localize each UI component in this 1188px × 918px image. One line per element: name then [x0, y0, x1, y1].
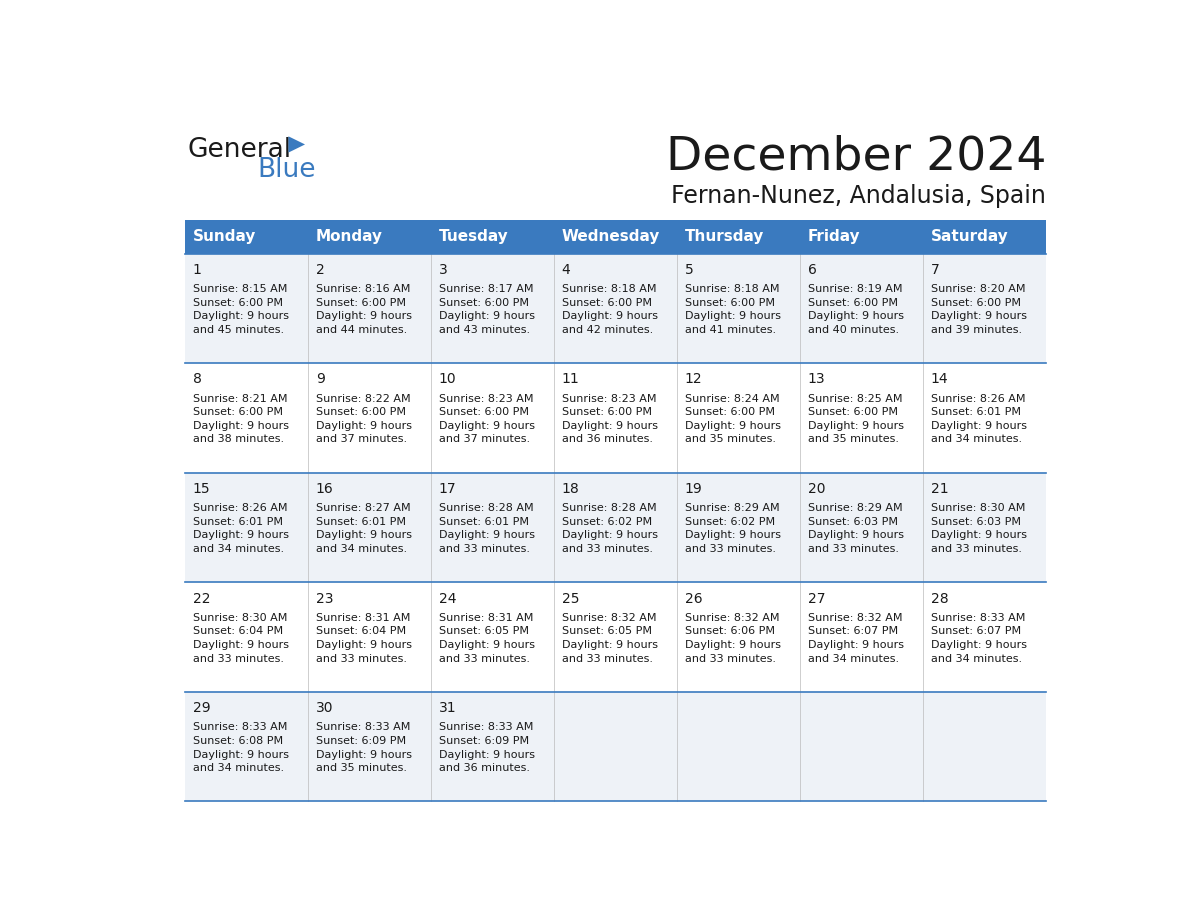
- Text: Sunrise: 8:29 AM
Sunset: 6:03 PM
Daylight: 9 hours
and 33 minutes.: Sunrise: 8:29 AM Sunset: 6:03 PM Dayligh…: [808, 503, 904, 554]
- Text: 3: 3: [438, 263, 448, 277]
- Text: 22: 22: [192, 591, 210, 606]
- Text: 29: 29: [192, 701, 210, 715]
- Text: Sunrise: 8:24 AM
Sunset: 6:00 PM
Daylight: 9 hours
and 35 minutes.: Sunrise: 8:24 AM Sunset: 6:00 PM Dayligh…: [684, 394, 781, 444]
- Text: 27: 27: [808, 591, 826, 606]
- Text: 2: 2: [316, 263, 324, 277]
- Text: Sunrise: 8:19 AM
Sunset: 6:00 PM
Daylight: 9 hours
and 40 minutes.: Sunrise: 8:19 AM Sunset: 6:00 PM Dayligh…: [808, 284, 904, 335]
- Text: Sunrise: 8:31 AM
Sunset: 6:04 PM
Daylight: 9 hours
and 33 minutes.: Sunrise: 8:31 AM Sunset: 6:04 PM Dayligh…: [316, 612, 412, 664]
- Text: General: General: [188, 137, 291, 163]
- Text: 21: 21: [930, 482, 948, 496]
- Text: Thursday: Thursday: [684, 230, 764, 244]
- Text: 1: 1: [192, 263, 202, 277]
- Text: Sunday: Sunday: [192, 230, 257, 244]
- Text: 6: 6: [808, 263, 816, 277]
- Text: 25: 25: [562, 591, 579, 606]
- Text: Sunrise: 8:23 AM
Sunset: 6:00 PM
Daylight: 9 hours
and 37 minutes.: Sunrise: 8:23 AM Sunset: 6:00 PM Dayligh…: [438, 394, 535, 444]
- Text: 16: 16: [316, 482, 334, 496]
- Text: 31: 31: [438, 701, 456, 715]
- Text: Saturday: Saturday: [930, 230, 1009, 244]
- Bar: [185, 364, 1047, 473]
- Text: Sunrise: 8:32 AM
Sunset: 6:05 PM
Daylight: 9 hours
and 33 minutes.: Sunrise: 8:32 AM Sunset: 6:05 PM Dayligh…: [562, 612, 658, 664]
- Text: Sunrise: 8:30 AM
Sunset: 6:03 PM
Daylight: 9 hours
and 33 minutes.: Sunrise: 8:30 AM Sunset: 6:03 PM Dayligh…: [930, 503, 1026, 554]
- Text: 11: 11: [562, 373, 580, 386]
- Text: 4: 4: [562, 263, 570, 277]
- Text: Sunrise: 8:33 AM
Sunset: 6:09 PM
Daylight: 9 hours
and 35 minutes.: Sunrise: 8:33 AM Sunset: 6:09 PM Dayligh…: [316, 722, 412, 773]
- Text: Sunrise: 8:27 AM
Sunset: 6:01 PM
Daylight: 9 hours
and 34 minutes.: Sunrise: 8:27 AM Sunset: 6:01 PM Dayligh…: [316, 503, 412, 554]
- Text: 5: 5: [684, 263, 694, 277]
- Text: 26: 26: [684, 591, 702, 606]
- Text: 12: 12: [684, 373, 702, 386]
- Text: December 2024: December 2024: [665, 135, 1047, 180]
- Polygon shape: [289, 136, 305, 152]
- Text: Sunrise: 8:20 AM
Sunset: 6:00 PM
Daylight: 9 hours
and 39 minutes.: Sunrise: 8:20 AM Sunset: 6:00 PM Dayligh…: [930, 284, 1026, 335]
- Bar: [185, 473, 1047, 582]
- Text: Sunrise: 8:26 AM
Sunset: 6:01 PM
Daylight: 9 hours
and 34 minutes.: Sunrise: 8:26 AM Sunset: 6:01 PM Dayligh…: [192, 503, 289, 554]
- Text: Sunrise: 8:18 AM
Sunset: 6:00 PM
Daylight: 9 hours
and 42 minutes.: Sunrise: 8:18 AM Sunset: 6:00 PM Dayligh…: [562, 284, 658, 335]
- Text: Sunrise: 8:30 AM
Sunset: 6:04 PM
Daylight: 9 hours
and 33 minutes.: Sunrise: 8:30 AM Sunset: 6:04 PM Dayligh…: [192, 612, 289, 664]
- Text: Sunrise: 8:21 AM
Sunset: 6:00 PM
Daylight: 9 hours
and 38 minutes.: Sunrise: 8:21 AM Sunset: 6:00 PM Dayligh…: [192, 394, 289, 444]
- Text: Tuesday: Tuesday: [438, 230, 508, 244]
- Text: 8: 8: [192, 373, 202, 386]
- Text: Wednesday: Wednesday: [562, 230, 661, 244]
- Text: 30: 30: [316, 701, 333, 715]
- Bar: [185, 692, 1047, 801]
- Bar: [185, 219, 1047, 253]
- Text: 15: 15: [192, 482, 210, 496]
- Text: 18: 18: [562, 482, 580, 496]
- Text: Sunrise: 8:17 AM
Sunset: 6:00 PM
Daylight: 9 hours
and 43 minutes.: Sunrise: 8:17 AM Sunset: 6:00 PM Dayligh…: [438, 284, 535, 335]
- Text: Friday: Friday: [808, 230, 860, 244]
- Text: 17: 17: [438, 482, 456, 496]
- Text: Monday: Monday: [316, 230, 383, 244]
- Text: Sunrise: 8:18 AM
Sunset: 6:00 PM
Daylight: 9 hours
and 41 minutes.: Sunrise: 8:18 AM Sunset: 6:00 PM Dayligh…: [684, 284, 781, 335]
- Text: 9: 9: [316, 373, 324, 386]
- Text: Sunrise: 8:32 AM
Sunset: 6:06 PM
Daylight: 9 hours
and 33 minutes.: Sunrise: 8:32 AM Sunset: 6:06 PM Dayligh…: [684, 612, 781, 664]
- Text: Sunrise: 8:33 AM
Sunset: 6:08 PM
Daylight: 9 hours
and 34 minutes.: Sunrise: 8:33 AM Sunset: 6:08 PM Dayligh…: [192, 722, 289, 773]
- Text: Sunrise: 8:33 AM
Sunset: 6:07 PM
Daylight: 9 hours
and 34 minutes.: Sunrise: 8:33 AM Sunset: 6:07 PM Dayligh…: [930, 612, 1026, 664]
- Text: 24: 24: [438, 591, 456, 606]
- Text: Fernan-Nunez, Andalusia, Spain: Fernan-Nunez, Andalusia, Spain: [671, 185, 1047, 208]
- Text: 13: 13: [808, 373, 826, 386]
- Text: 28: 28: [930, 591, 948, 606]
- Text: Blue: Blue: [257, 157, 316, 183]
- Text: Sunrise: 8:33 AM
Sunset: 6:09 PM
Daylight: 9 hours
and 36 minutes.: Sunrise: 8:33 AM Sunset: 6:09 PM Dayligh…: [438, 722, 535, 773]
- Text: Sunrise: 8:25 AM
Sunset: 6:00 PM
Daylight: 9 hours
and 35 minutes.: Sunrise: 8:25 AM Sunset: 6:00 PM Dayligh…: [808, 394, 904, 444]
- Text: Sunrise: 8:15 AM
Sunset: 6:00 PM
Daylight: 9 hours
and 45 minutes.: Sunrise: 8:15 AM Sunset: 6:00 PM Dayligh…: [192, 284, 289, 335]
- Text: Sunrise: 8:26 AM
Sunset: 6:01 PM
Daylight: 9 hours
and 34 minutes.: Sunrise: 8:26 AM Sunset: 6:01 PM Dayligh…: [930, 394, 1026, 444]
- Text: Sunrise: 8:16 AM
Sunset: 6:00 PM
Daylight: 9 hours
and 44 minutes.: Sunrise: 8:16 AM Sunset: 6:00 PM Dayligh…: [316, 284, 412, 335]
- Bar: [185, 582, 1047, 692]
- Text: 23: 23: [316, 591, 333, 606]
- Bar: [185, 253, 1047, 364]
- Text: 14: 14: [930, 373, 948, 386]
- Text: 19: 19: [684, 482, 702, 496]
- Text: Sunrise: 8:31 AM
Sunset: 6:05 PM
Daylight: 9 hours
and 33 minutes.: Sunrise: 8:31 AM Sunset: 6:05 PM Dayligh…: [438, 612, 535, 664]
- Text: Sunrise: 8:28 AM
Sunset: 6:01 PM
Daylight: 9 hours
and 33 minutes.: Sunrise: 8:28 AM Sunset: 6:01 PM Dayligh…: [438, 503, 535, 554]
- Text: Sunrise: 8:22 AM
Sunset: 6:00 PM
Daylight: 9 hours
and 37 minutes.: Sunrise: 8:22 AM Sunset: 6:00 PM Dayligh…: [316, 394, 412, 444]
- Text: Sunrise: 8:23 AM
Sunset: 6:00 PM
Daylight: 9 hours
and 36 minutes.: Sunrise: 8:23 AM Sunset: 6:00 PM Dayligh…: [562, 394, 658, 444]
- Text: 7: 7: [930, 263, 940, 277]
- Text: Sunrise: 8:32 AM
Sunset: 6:07 PM
Daylight: 9 hours
and 34 minutes.: Sunrise: 8:32 AM Sunset: 6:07 PM Dayligh…: [808, 612, 904, 664]
- Text: 20: 20: [808, 482, 826, 496]
- Text: 10: 10: [438, 373, 456, 386]
- Text: Sunrise: 8:28 AM
Sunset: 6:02 PM
Daylight: 9 hours
and 33 minutes.: Sunrise: 8:28 AM Sunset: 6:02 PM Dayligh…: [562, 503, 658, 554]
- Text: Sunrise: 8:29 AM
Sunset: 6:02 PM
Daylight: 9 hours
and 33 minutes.: Sunrise: 8:29 AM Sunset: 6:02 PM Dayligh…: [684, 503, 781, 554]
